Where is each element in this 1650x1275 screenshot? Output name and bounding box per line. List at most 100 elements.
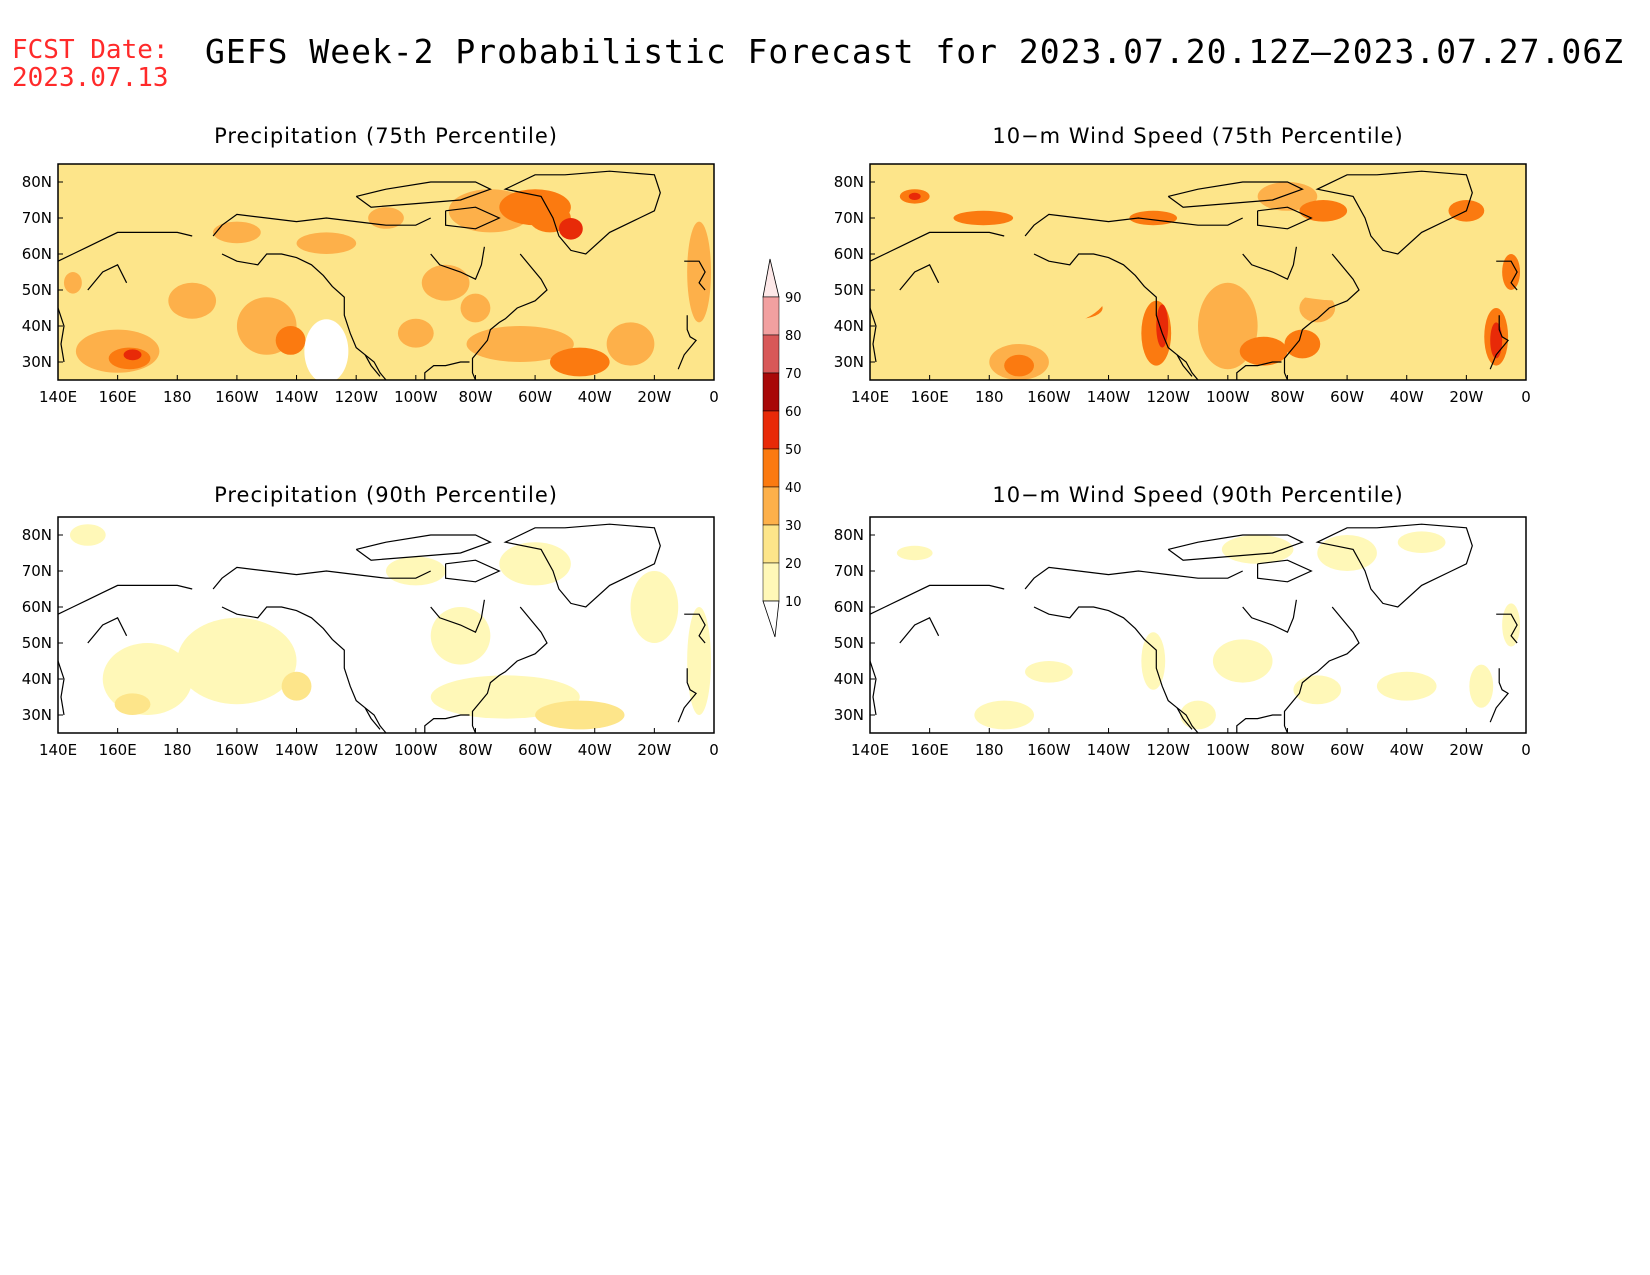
colorbar-segment [762,410,780,450]
y-tick-label: 30N [834,353,864,371]
map-panel-precip-90: 140E 160E 180 160W 140W 120W 100W 80W 60W 40W 20W 0… [22,516,719,759]
x-tick-label: 60W [1330,741,1364,759]
coastline [1236,714,1282,733]
probability-contour [1502,254,1521,290]
coastline [503,523,661,608]
x-tick-label: 160E [911,741,949,759]
x-tick-label: 140E [851,388,889,406]
x-tick-label: 160E [99,741,137,759]
coastline [355,534,492,561]
x-tick-label: 80W [1270,741,1304,759]
coastline [221,606,387,733]
coastline [58,584,193,615]
x-tick-label: 100W [1206,741,1250,759]
x-tick-label: 40W [578,741,612,759]
probability-contour [213,221,261,244]
map-frame [57,163,715,381]
probability-contour [1299,293,1336,323]
coastline [87,264,128,291]
x-tick-label: 140E [851,741,889,759]
y-tick-label: 60N [834,598,864,616]
coastline [1315,170,1473,255]
coastline [1176,354,1193,377]
coastline [424,714,470,733]
probability-contour [1376,671,1437,701]
colorbar-label: 40 [785,481,802,496]
y-tick-label: 50N [22,281,52,299]
coastline [677,315,698,370]
x-tick-label: 140W [1087,741,1131,759]
x-tick-label: 0 [709,741,719,759]
probability-contour [687,607,712,715]
map-panel-wind-75: 140E 160E 180 160W 140W 120W 100W 80W 60W 40W 20W 0… [834,163,1531,406]
colorbar-label: 70 [785,367,802,382]
y-tick-label: 70N [834,562,864,580]
colorbar-label: 80 [785,329,802,344]
x-tick-label: 20W [1449,741,1483,759]
coastline [1033,253,1199,380]
probability-contour [386,556,446,586]
x-tick-label: 60W [518,741,552,759]
x-tick-label: 40W [1390,741,1424,759]
probability-contour [1397,531,1446,553]
coastline [1033,606,1199,733]
probability-contour [296,232,357,254]
y-tick-label: 80N [834,173,864,191]
coastline [870,307,877,363]
x-tick-label: 140W [275,741,319,759]
y-tick-label: 60N [834,245,864,263]
x-tick-label: 20W [1449,388,1483,406]
coastline [677,668,698,723]
panel-title-wind-90: 10−m Wind Speed (90th Percentile) [992,483,1404,507]
coastline [424,361,470,380]
probability-contour [430,607,491,665]
y-tick-label: 70N [834,209,864,227]
probability-contour [1025,661,1073,683]
coastline [430,599,485,634]
colorbar-segment [762,372,780,412]
x-tick-label: 20W [637,741,671,759]
probability-contour [558,218,583,240]
x-tick-label: 160W [1027,388,1071,406]
x-tick-label: 100W [394,388,438,406]
coastline [1283,606,1360,733]
coastline [1489,315,1510,370]
coastline [445,559,501,583]
probability-contour [908,192,921,200]
x-tick-label: 60W [1330,388,1364,406]
probability-contour [594,225,655,269]
colorbar: 90 80 70 60 50 40 30 20 10 [762,258,802,638]
y-tick-label: 40N [22,317,52,335]
x-tick-label: 180 [163,388,192,406]
x-tick-label: 180 [975,388,1004,406]
probability-contour [397,318,434,348]
probability-contour [368,207,404,229]
colorbar-segment [762,486,780,526]
coastline [355,181,492,208]
probability-contour [1284,329,1321,359]
probability-contour [1221,535,1294,564]
probability-contour [1299,200,1348,222]
x-tick-label: 160E [911,388,949,406]
probability-contour [168,282,217,319]
y-tick-label: 70N [22,209,52,227]
x-tick-label: 40W [1390,388,1424,406]
coastline [445,206,501,230]
probability-contour [896,545,933,561]
probability-contour [123,349,142,361]
map-frame [57,516,715,734]
y-tick-label: 50N [834,634,864,652]
y-tick-label: 60N [22,598,52,616]
x-tick-label: 120W [334,388,378,406]
page-title: GEFS Week-2 Probabilistic Forecast for 2… [205,32,1625,71]
coastline [87,617,128,644]
coastline [870,231,1005,262]
coastline [1315,523,1473,608]
x-tick-label: 120W [334,741,378,759]
coastline [212,566,431,590]
probability-contour [1180,700,1216,730]
coastline [870,660,877,716]
probability-contour [1239,336,1288,366]
probability-contour [1469,664,1494,708]
colorbar-top-arrow [762,258,780,298]
